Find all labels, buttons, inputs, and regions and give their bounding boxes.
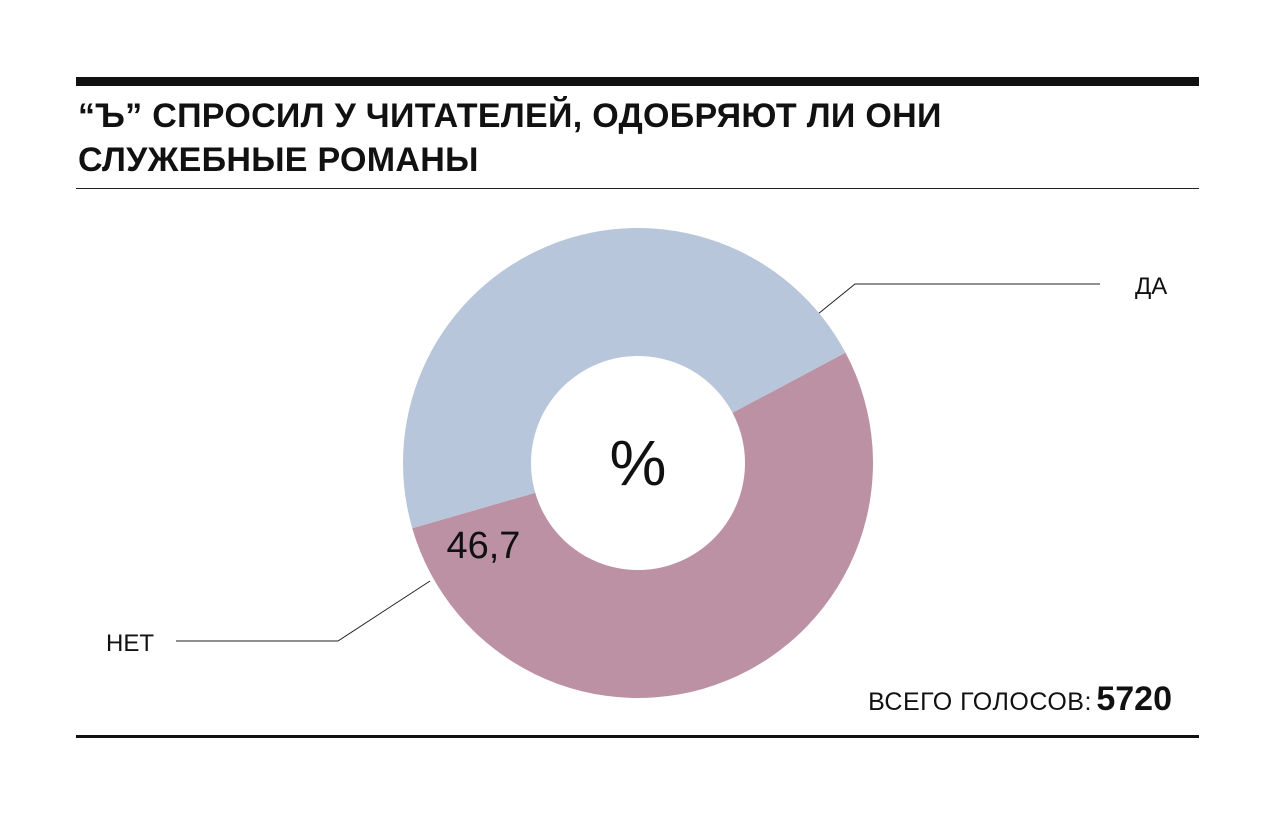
category-label-no: НЕТ: [106, 630, 154, 657]
leader-line-yes: [817, 283, 1100, 315]
center-percent-label: %: [610, 427, 667, 499]
total-votes-label: ВСЕГО ГОЛОСОВ:: [868, 688, 1092, 716]
title-rule: [76, 188, 1199, 189]
category-label-yes: ДА: [1135, 273, 1167, 300]
leader-line-no: [176, 580, 431, 642]
top-rule: [76, 77, 1199, 86]
total-votes-value: 5720: [1096, 680, 1172, 718]
chart-title: “Ъ” СПРОСИЛ У ЧИТАТЕЛЕЙ, ОДОБРЯЮТ ЛИ ОНИ…: [78, 97, 942, 179]
slice-yes: [412, 352, 874, 699]
bottom-rule: [76, 735, 1199, 738]
slice-no: [403, 228, 846, 529]
total-votes: ВСЕГО ГОЛОСОВ: 5720: [868, 680, 1172, 719]
value-label-no: 46,7: [446, 525, 520, 567]
